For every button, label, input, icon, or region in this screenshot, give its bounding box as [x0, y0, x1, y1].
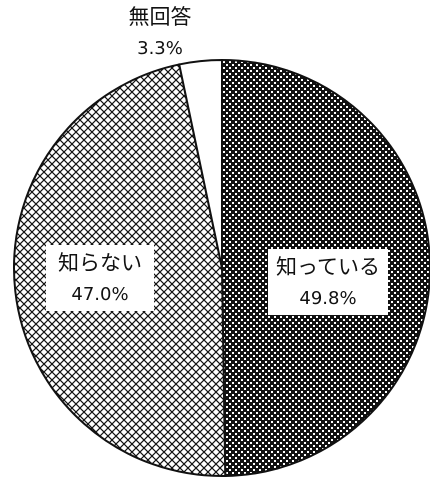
slice-label-value-1: 47.0%: [71, 284, 128, 305]
slice-label-2: 無回答 3.3%: [129, 5, 192, 59]
pie-labels: 知っている 49.8% 知らない 47.0% 無回答 3.3%: [46, 5, 388, 315]
slice-label-value-0: 49.8%: [299, 288, 356, 309]
slice-label-name-0: 知っている: [276, 255, 380, 279]
slice-label-box-0: [268, 249, 388, 315]
slice-label-box-1: [46, 245, 154, 311]
slice-label-1: 知らない 47.0%: [46, 245, 154, 311]
slice-label-0: 知っている 49.8%: [268, 249, 388, 315]
slice-label-name-1: 知らない: [58, 251, 142, 275]
pie-slice-2: [178, 58, 223, 269]
slice-label-value-2: 3.3%: [137, 38, 183, 59]
slice-label-name-2: 無回答: [129, 5, 192, 29]
